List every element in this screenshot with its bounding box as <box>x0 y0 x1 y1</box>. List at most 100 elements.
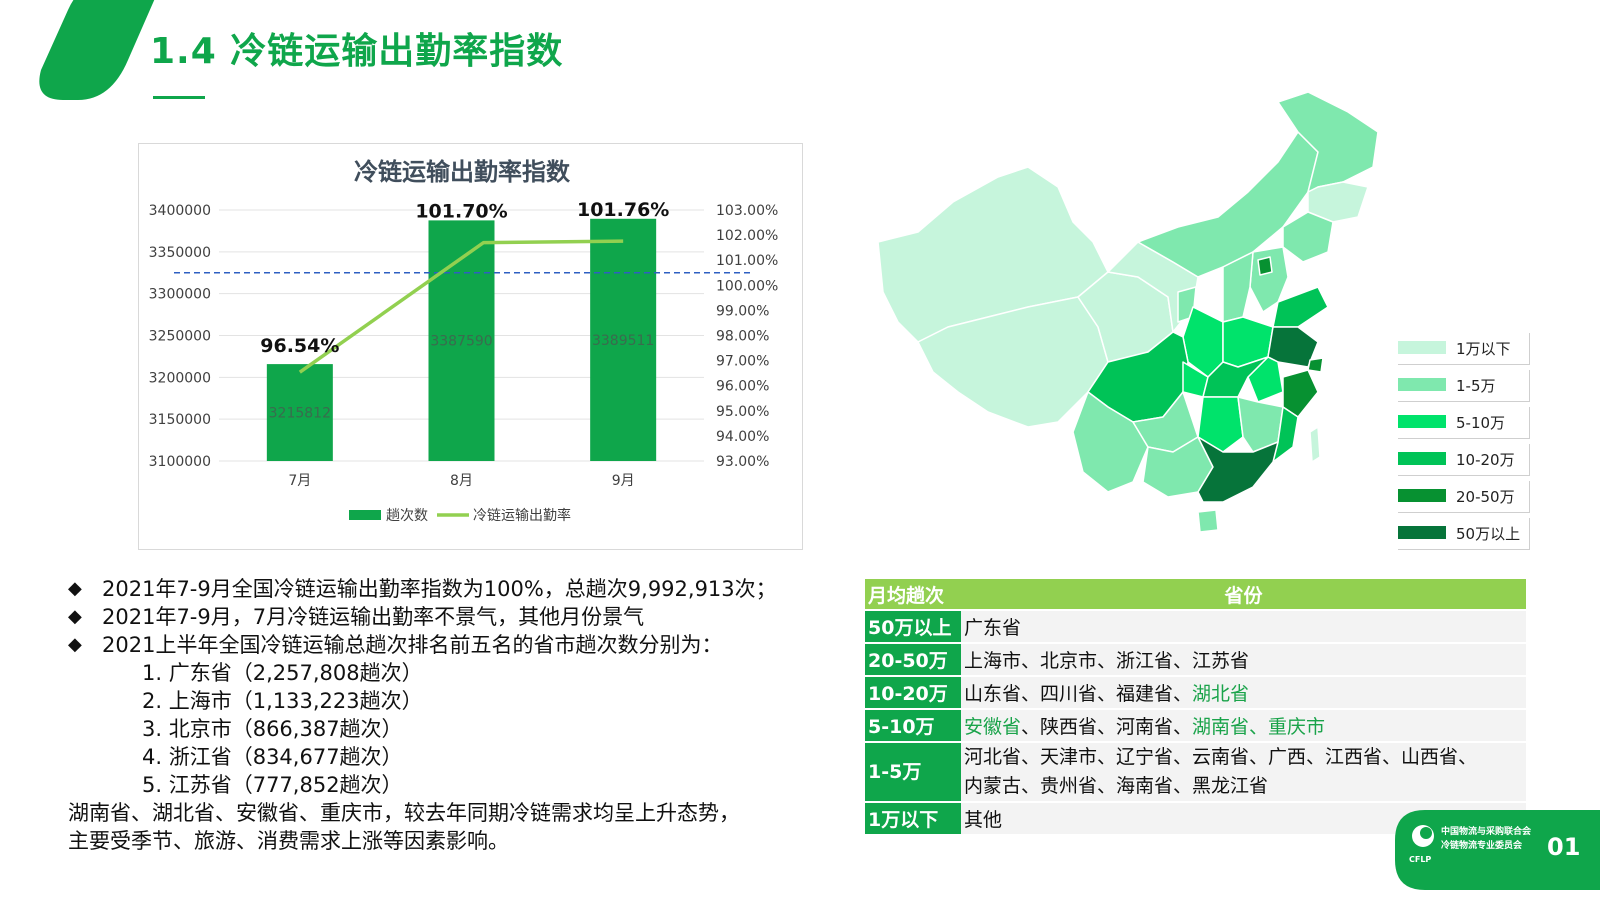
left-axis-tick-label: 3250000 <box>149 329 211 345</box>
right-axis-tick-label: 100.00% <box>716 278 778 294</box>
bullet-diamond-icon: ◆ <box>68 578 82 599</box>
legend-swatch <box>1398 341 1446 354</box>
province-text: 、陕西省、河南省、 <box>1021 716 1193 738</box>
bar-data-label: 3215812 <box>269 406 331 422</box>
bullet-line: ◆ 2021年7-9月全国冷链运输出勤率指数为100%，总趟次9,992,913… <box>68 575 828 603</box>
bar <box>266 364 333 461</box>
bullet-diamond-icon: ◆ <box>68 634 82 655</box>
right-axis-tick-label: 96.00% <box>716 379 769 395</box>
table-provinces-cell: 广东省 <box>961 609 1526 643</box>
bar <box>428 220 495 461</box>
region-shandong <box>1272 286 1329 328</box>
table-row: 5-10万 安徽省、陕西省、河南省、湖南省、重庆市 <box>865 708 1526 742</box>
right-axis-tick-label: 101.00% <box>716 253 778 269</box>
ranking-item: 4. 浙江省（834,677趟次） <box>142 745 403 769</box>
table-row: 1-5万 河北省、天津市、辽宁省、云南省、广西、江西省、山西省、 内蒙古、贵州省、… <box>865 741 1526 802</box>
x-axis-tick-label: 9月 <box>612 473 635 489</box>
region-fujian <box>1272 406 1299 463</box>
right-axis-tick-label: 103.00% <box>716 203 778 219</box>
table-category-cell: 1万以下 <box>865 801 961 834</box>
map-legend: 1万以下 1-5万 5-10万 10-20万 20-50万 50万以上 <box>1398 333 1530 555</box>
region-liaoning <box>1282 211 1334 263</box>
legend-label: 趟次数 <box>386 508 428 524</box>
left-axis-tick-label: 3100000 <box>149 454 211 470</box>
legend-label: 20-50万 <box>1456 488 1515 506</box>
line-series-path <box>298 239 624 374</box>
org-line2: 冷链物流专业委员会 <box>1441 839 1523 851</box>
china-map <box>878 92 1378 533</box>
x-axis-tick-label: 8月 <box>450 473 473 489</box>
legend-item: 1-5万 <box>1398 370 1530 402</box>
title-underline <box>153 96 205 99</box>
org-abbr: CFLP <box>1409 855 1431 864</box>
province-highlight: 湖北省 <box>1192 683 1250 705</box>
table-category-cell: 20-50万 <box>865 642 961 676</box>
region-hainan <box>1197 509 1219 533</box>
page-title: 1.4 冷链运输出勤率指数 <box>150 31 564 72</box>
left-axis-tick-label: 3350000 <box>149 245 211 261</box>
bar <box>590 218 657 461</box>
legend-label: 5-10万 <box>1456 414 1506 432</box>
legend-label: 1-5万 <box>1456 377 1496 395</box>
left-axis-tick-label: 3150000 <box>149 412 211 428</box>
bullet-text: 2021年7-9月，7月冷链运输出勤率不景气，其他月份景气 <box>102 605 645 629</box>
page-number: 01 <box>1547 833 1580 861</box>
bullet-text: 2021上半年全国冷链运输总趟次排名前五名的省市趟次数分别为： <box>102 633 723 657</box>
province-table: 月均趟次 省份 50万以上 广东省 20-50万 上海市、北京市、浙江省、江苏省… <box>865 579 1526 834</box>
province-highlight: 湖南省、重庆市 <box>1192 716 1326 738</box>
region-beijing <box>1257 256 1273 276</box>
table-category-cell: 5-10万 <box>865 708 961 742</box>
table-category-cell: 1-5万 <box>865 741 961 802</box>
province-text: 河北省、天津市、辽宁省、云南省、广西、江西省、山西省、 <box>964 746 1478 768</box>
province-highlight: 安徽省 <box>964 716 1022 738</box>
notes-block: ◆ 2021年7-9月全国冷链运输出勤率指数为100%，总趟次9,992,913… <box>68 575 828 855</box>
bullet-line: ◆ 2021年7-9月，7月冷链运输出勤率不景气，其他月份景气 <box>68 603 828 631</box>
region-taiwan <box>1309 426 1321 463</box>
table-header-cell: 省份 <box>961 579 1526 610</box>
legend-item: 20-50万 <box>1398 481 1530 513</box>
table-provinces-cell: 安徽省、陕西省、河南省、湖南省、重庆市 <box>961 708 1526 742</box>
region-inner-mongolia <box>1137 131 1319 278</box>
line-data-label: 101.70% <box>415 200 507 222</box>
attendance-chart: 冷链运输出勤率指数 3100000 3150000 3200000 3250000 33… <box>149 158 779 524</box>
region-guangdong <box>1197 436 1279 503</box>
region-yunnan <box>1072 391 1149 493</box>
table-provinces-cell: 河北省、天津市、辽宁省、云南省、广西、江西省、山西省、 内蒙古、贵州省、海南省、黑… <box>961 741 1526 802</box>
province-text: 内蒙古、贵州省、海南省、黑龙江省 <box>964 775 1269 797</box>
chart-panel: 冷链运输出勤率指数 3100000 3150000 3200000 3250000 33… <box>138 143 803 550</box>
right-axis-tick-label: 93.00% <box>716 454 769 470</box>
legend-label: 10-20万 <box>1456 451 1515 469</box>
legend-label: 50万以上 <box>1456 525 1521 543</box>
left-axis-tick-label: 3200000 <box>149 370 211 386</box>
right-axis-tick-label: 95.00% <box>716 404 769 420</box>
org-line1: 中国物流与采购联合会 <box>1441 825 1532 837</box>
right-axis-tick-label: 102.00% <box>716 228 778 244</box>
ranking-item: 3. 北京市（866,387趟次） <box>142 717 403 741</box>
organization-badge: 中国物流与采购联合会 冷链物流专业委员会 CFLP 01 <box>1395 810 1600 890</box>
table-provinces-cell: 上海市、北京市、浙江省、江苏省 <box>961 642 1526 676</box>
summary-line: 湖南省、湖北省、安徽省、重庆市，较去年同期冷链需求均呈上升态势， <box>68 801 740 825</box>
line-data-label: 101.76% <box>577 199 669 221</box>
bullet-line: ◆ 2021上半年全国冷链运输总趟次排名前五名的省市趟次数分别为： <box>68 631 828 659</box>
legend-swatch <box>1398 489 1446 502</box>
bullet-diamond-icon: ◆ <box>68 606 82 627</box>
chart-title: 冷链运输出勤率指数 <box>354 158 571 186</box>
region-hunan <box>1197 396 1244 453</box>
legend-swatch <box>1398 378 1446 391</box>
table-provinces-cell: 山东省、四川省、福建省、湖北省 <box>961 675 1526 709</box>
province-text: 山东省、四川省、福建省、 <box>964 683 1193 705</box>
table-category-cell: 50万以上 <box>865 609 961 643</box>
bullet-text: 2021年7-9月全国冷链运输出勤率指数为100%，总趟次9,992,913次； <box>102 577 777 601</box>
table-header-row: 月均趟次 省份 <box>865 579 1526 610</box>
left-axis-tick-label: 3400000 <box>149 203 211 219</box>
legend-item: 5-10万 <box>1398 407 1530 439</box>
table-row: 10-20万 山东省、四川省、福建省、湖北省 <box>865 675 1526 709</box>
table-row: 20-50万 上海市、北京市、浙江省、江苏省 <box>865 642 1526 676</box>
table-header-cell: 月均趟次 <box>865 579 961 610</box>
right-axis-tick-label: 99.00% <box>716 303 769 319</box>
legend-label: 冷链运输出勤率 <box>473 507 571 524</box>
table-row: 50万以上 广东省 <box>865 609 1526 643</box>
legend-item: 10-20万 <box>1398 444 1530 476</box>
legend-swatch <box>1398 526 1446 539</box>
right-axis-tick-label: 94.00% <box>716 429 769 445</box>
